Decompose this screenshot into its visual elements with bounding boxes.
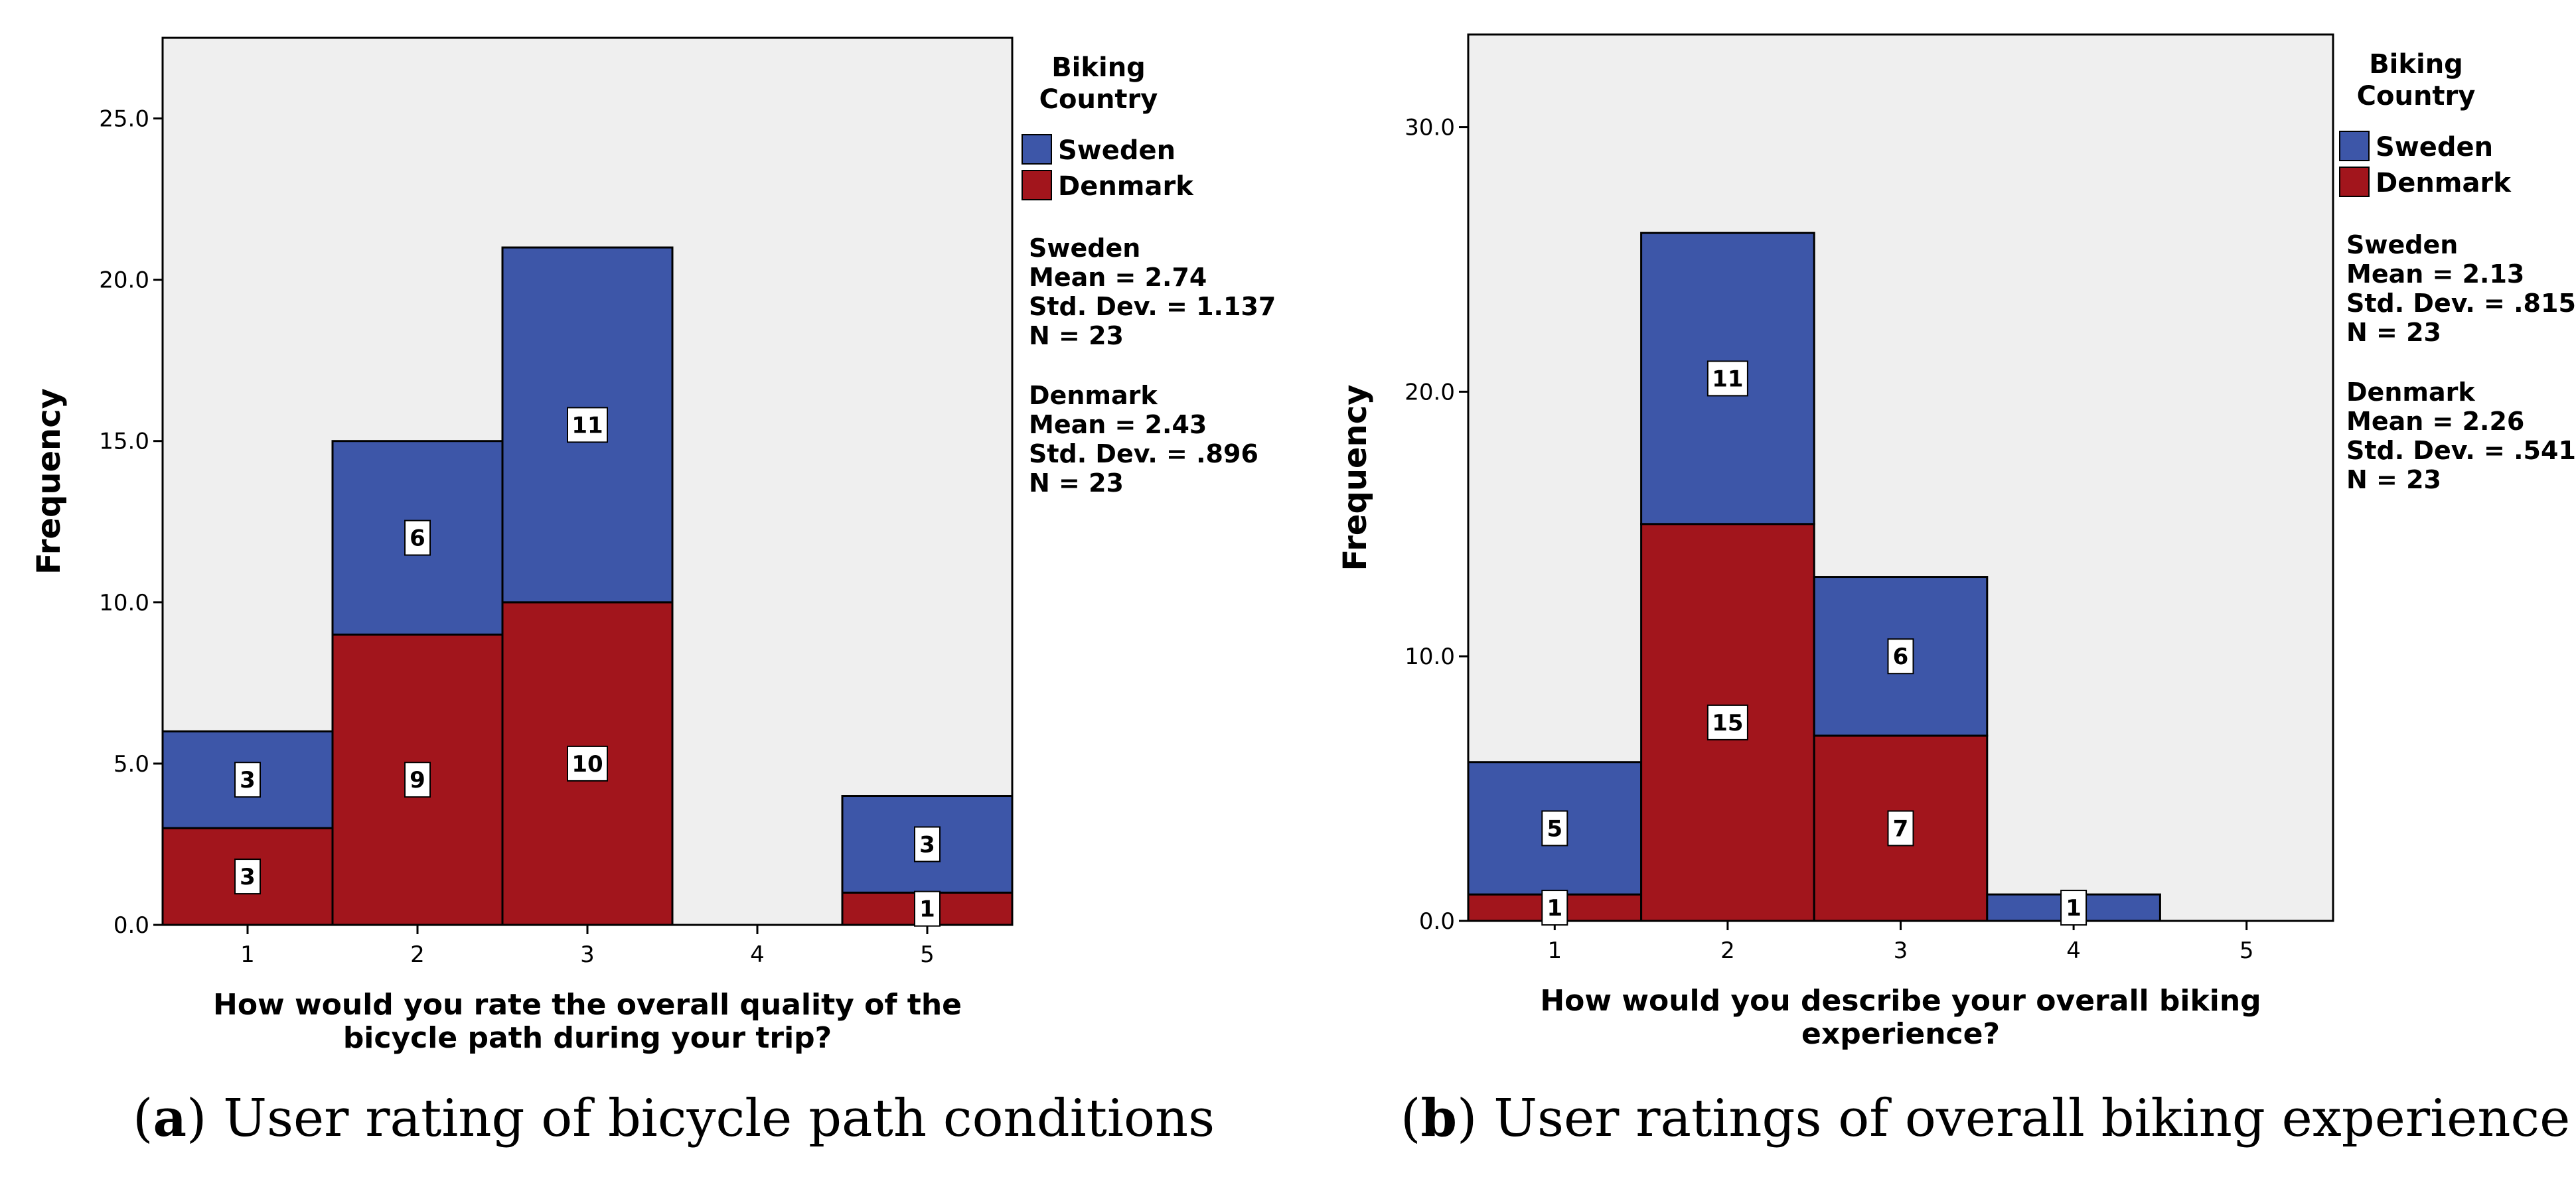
stats-denmark-line: Std. Dev. = .541 — [2346, 436, 2576, 465]
data-label-box — [914, 890, 941, 927]
data-label-box — [1706, 360, 1748, 397]
data-label: 15 — [1712, 710, 1743, 736]
data-label-box — [234, 859, 261, 895]
data-label-box — [1541, 810, 1568, 847]
stats-denmark-line: Denmark — [1029, 381, 1158, 410]
data-label: 3 — [240, 864, 256, 890]
x-tick-label: 2 — [410, 941, 425, 968]
x-tick-label: 3 — [580, 941, 595, 968]
x-tick-label: 1 — [240, 941, 255, 968]
data-label: 1 — [919, 896, 935, 923]
legend-label-sweden: Sweden — [2376, 132, 2493, 163]
y-tick-label: 0.0 — [114, 912, 149, 939]
data-label-box — [404, 762, 431, 798]
data-label: 3 — [919, 831, 935, 858]
x-tick-label: 1 — [1547, 937, 1562, 964]
legend-title: Country — [2357, 81, 2476, 111]
caption-b: (b) User ratings of overall biking exper… — [1401, 1088, 2571, 1148]
x-axis-label: How would you describe your overall biki… — [1540, 984, 2261, 1018]
stats-denmark-line: Std. Dev. = .896 — [1029, 439, 1258, 468]
y-tick-label: 15.0 — [99, 429, 149, 455]
x-tick-label: 4 — [2066, 937, 2081, 964]
legend-label-denmark: Denmark — [2376, 168, 2512, 198]
legend-title: Biking — [2369, 49, 2463, 80]
chart-b: 0.010.020.030.01 2 3 4 5151511761FrequencyHo… — [1337, 33, 2576, 1051]
data-label-box — [1541, 890, 1568, 926]
x-tick-label: 5 — [920, 941, 935, 968]
y-tick-label: 10.0 — [99, 590, 149, 616]
y-axis-label: Frequency — [1337, 385, 1374, 571]
data-label-box — [567, 745, 608, 782]
legend-swatch-sweden — [1022, 134, 1052, 165]
stats-denmark-line: Denmark — [2346, 378, 2475, 407]
stats-denmark-line: Mean = 2.43 — [1029, 410, 1207, 439]
y-tick-label: 30.0 — [1404, 115, 1455, 141]
legend-title: Biking — [1051, 52, 1146, 83]
x-tick-label: 4 — [750, 941, 765, 968]
data-label-box — [914, 826, 941, 863]
data-label: 7 — [1893, 815, 1909, 842]
y-axis-label: Frequency — [31, 388, 68, 575]
data-label: 5 — [1547, 815, 1562, 842]
legend-label-denmark: Denmark — [1058, 171, 1194, 202]
data-label-box — [1887, 810, 1914, 847]
data-label-box — [404, 519, 431, 556]
data-label-box — [1887, 638, 1914, 675]
x-axis-label: How would you rate the overall quality o… — [213, 988, 962, 1022]
data-label: 11 — [571, 412, 603, 439]
data-label-box — [1706, 704, 1748, 740]
stats-denmark-line: N = 23 — [2346, 465, 2441, 494]
data-label-box — [2060, 890, 2087, 926]
stats-sweden-line: N = 23 — [1029, 321, 1124, 350]
data-label: 1 — [1547, 895, 1562, 922]
y-tick-label: 20.0 — [1404, 379, 1455, 405]
data-label: 10 — [571, 751, 603, 778]
stats-sweden-line: Std. Dev. = 1.137 — [1029, 292, 1276, 321]
data-label-box — [567, 407, 608, 443]
x-axis-label: bicycle path during your trip? — [343, 1021, 832, 1055]
legend-label-sweden: Sweden — [1058, 135, 1175, 166]
y-tick-label: 10.0 — [1404, 644, 1455, 670]
stats-sweden-line: Sweden — [2346, 230, 2458, 259]
chart-a: 0.05.010.015.020.025.01 2 3 4 533 96101113Fre… — [31, 36, 1276, 1055]
y-tick-label: 5.0 — [114, 751, 149, 778]
stats-sweden-line: Mean = 2.74 — [1029, 263, 1207, 292]
legend-swatch-denmark — [1022, 170, 1052, 200]
x-tick-label: 2 — [1720, 937, 1735, 964]
x-axis-label: experience? — [1801, 1017, 2000, 1051]
caption-a: (a) User rating of bicycle path conditio… — [133, 1088, 1215, 1148]
stats-sweden-line: Sweden — [1029, 234, 1140, 263]
data-label: 11 — [1712, 366, 1743, 392]
legend-swatch-sweden — [2339, 131, 2370, 161]
data-label: 6 — [1893, 644, 1909, 670]
stats-denmark-line: N = 23 — [1029, 468, 1124, 498]
stats-sweden-line: Mean = 2.13 — [2346, 259, 2524, 289]
legend-title: Country — [1039, 84, 1158, 115]
y-tick-label: 0.0 — [1419, 908, 1455, 935]
stats-sweden-line: Std. Dev. = .815 — [2346, 289, 2576, 318]
y-tick-label: 20.0 — [99, 267, 149, 294]
stats-denmark-line: Mean = 2.26 — [2346, 407, 2524, 436]
data-label: 1 — [2066, 895, 2082, 922]
data-label: 3 — [240, 767, 256, 794]
data-label-box — [234, 762, 261, 798]
legend-swatch-denmark — [2339, 167, 2370, 197]
stats-sweden-line: N = 23 — [2346, 318, 2441, 347]
y-tick-label: 25.0 — [99, 106, 149, 133]
x-tick-label: 5 — [2239, 937, 2254, 964]
data-label: 6 — [410, 525, 425, 552]
x-tick-label: 3 — [1894, 937, 1908, 964]
data-label: 9 — [410, 767, 425, 794]
